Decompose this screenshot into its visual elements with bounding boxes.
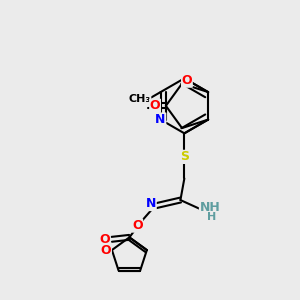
- Text: S: S: [180, 150, 189, 164]
- Text: O: O: [100, 233, 110, 246]
- Text: O: O: [101, 244, 111, 256]
- Text: O: O: [150, 99, 160, 112]
- Text: O: O: [132, 219, 142, 232]
- Text: N: N: [146, 197, 156, 211]
- Text: N: N: [155, 113, 166, 126]
- Text: CH₃: CH₃: [128, 94, 151, 104]
- Text: O: O: [182, 74, 192, 87]
- Text: NH: NH: [200, 201, 220, 214]
- Text: H: H: [207, 212, 217, 222]
